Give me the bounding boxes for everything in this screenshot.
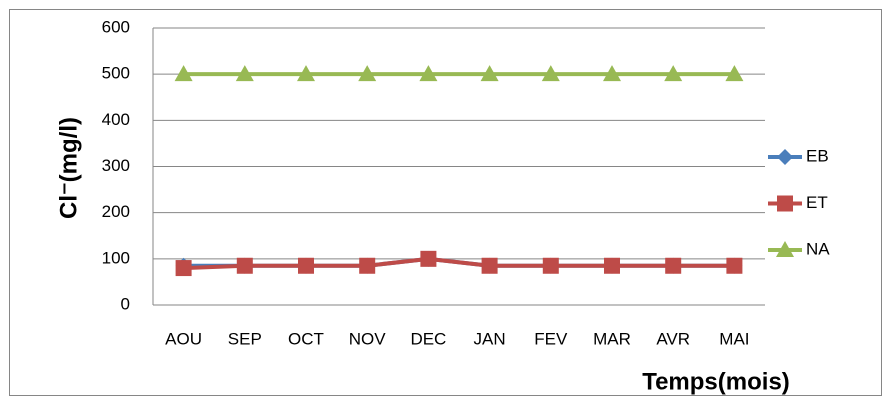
x-axis-label: Temps(mois) [642,368,790,395]
legend-label: ET [806,193,828,212]
data-point [542,257,559,274]
x-tick-label: AVR [656,329,690,348]
data-point [420,250,437,267]
y-tick-label: 100 [102,248,130,267]
data-point [419,65,438,82]
x-tick-label: SEP [228,329,262,348]
y-tick-label: 400 [102,110,130,129]
legend-label: EB [806,146,829,165]
data-point [175,260,192,277]
legend-marker [777,195,793,212]
data-point [664,65,683,82]
data-point [298,257,314,274]
legend-marker [776,241,794,257]
data-point [603,65,621,82]
x-tick-label: DEC [410,329,446,348]
data-point [604,257,620,274]
data-point [359,257,376,274]
x-tick-label: MAI [719,329,749,348]
data-point [726,257,743,274]
data-point [725,65,744,82]
data-point [174,65,193,82]
legend-label: NA [806,239,830,258]
x-tick-label: AOU [165,329,202,348]
x-tick-label: JAN [474,329,506,348]
y-tick-label: 600 [102,17,130,36]
x-tick-label: MAR [593,329,631,348]
series-line [183,256,735,271]
data-point [481,257,498,274]
y-tick-label: 500 [102,64,130,83]
y-axis-label: Cl⁻(mg/l) [55,117,82,219]
data-point [235,65,254,82]
data-point [480,65,499,82]
x-tick-label: FEV [534,329,568,348]
y-tick-label: 200 [102,202,130,221]
data-point [541,65,560,82]
data-point [665,257,682,274]
y-tick-label: 300 [102,156,130,175]
legend-marker [777,149,793,165]
y-tick-label: 0 [121,294,130,313]
x-tick-label: OCT [288,329,324,348]
data-point [236,257,253,274]
data-point [358,65,377,82]
data-point [297,65,315,82]
x-tick-label: NOV [349,329,387,348]
